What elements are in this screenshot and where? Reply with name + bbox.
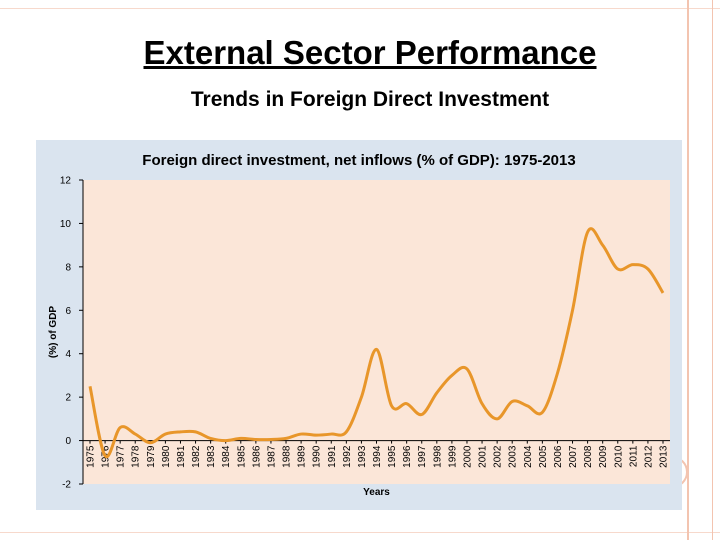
slide-subtitle: Trends in Foreign Direct Investment bbox=[190, 88, 550, 111]
x-tick-label: 1975 bbox=[86, 445, 97, 468]
x-tick-label: 1987 bbox=[266, 445, 277, 468]
x-tick-label: 1991 bbox=[327, 445, 338, 468]
x-tick-label: 1994 bbox=[372, 445, 383, 468]
y-tick-label: 12 bbox=[60, 176, 72, 187]
x-tick-label: 1990 bbox=[312, 445, 323, 468]
x-tick-label: 1998 bbox=[432, 445, 443, 468]
x-tick-label: 1983 bbox=[206, 445, 217, 468]
x-tick-label: 1988 bbox=[282, 445, 293, 468]
y-tick-label: 0 bbox=[65, 436, 71, 447]
y-tick-label: 10 bbox=[60, 219, 72, 230]
x-tick-label: 1980 bbox=[161, 445, 172, 468]
x-axis-label: Years bbox=[363, 487, 390, 498]
y-tick-label: 6 bbox=[65, 306, 71, 317]
y-ticks: -2 0 2 4 6 8 10 12 bbox=[60, 176, 83, 491]
x-tick-label: 2000 bbox=[462, 445, 473, 468]
x-tick-label: 1982 bbox=[191, 445, 202, 468]
x-tick-label: 2007 bbox=[568, 445, 579, 468]
chart-title: Foreign direct investment, net inflows (… bbox=[142, 152, 575, 169]
x-tick-label: 1979 bbox=[146, 445, 157, 468]
x-tick-label: 2011 bbox=[628, 445, 639, 467]
x-tick-label: 1981 bbox=[176, 445, 187, 468]
x-tick-label: 1996 bbox=[402, 445, 413, 468]
x-tick-label: 2006 bbox=[553, 445, 564, 468]
x-tick-label: 1978 bbox=[131, 445, 142, 468]
slide-title: External Sector Performance bbox=[143, 34, 597, 71]
x-tick-label: 2013 bbox=[659, 445, 670, 468]
y-tick-label: 2 bbox=[65, 393, 71, 404]
fdi-series-line bbox=[88, 227, 665, 459]
decorative-line-top bbox=[0, 8, 720, 9]
y-tick-label: 8 bbox=[65, 262, 71, 273]
x-tick-label: 1995 bbox=[387, 445, 398, 468]
decorative-line-right bbox=[687, 0, 689, 540]
y-axis-label: (%) of GDP bbox=[48, 306, 59, 359]
x-tick-label: 1977 bbox=[116, 445, 127, 468]
decorative-line-bottom bbox=[0, 532, 720, 533]
x-tick-label: 2012 bbox=[643, 445, 654, 468]
x-tick-label: 2002 bbox=[493, 445, 504, 468]
x-tick-label: 1986 bbox=[251, 445, 262, 468]
x-tick-label: 2009 bbox=[598, 445, 609, 468]
fdi-line-chart: Foreign direct investment, net inflows (… bbox=[48, 152, 670, 498]
x-tick-label: 1984 bbox=[221, 445, 232, 468]
y-tick-label: -2 bbox=[62, 480, 71, 491]
x-tick-label: 2003 bbox=[508, 445, 519, 468]
plot-area bbox=[83, 180, 670, 484]
x-tick-label: 1985 bbox=[236, 445, 247, 468]
x-tick-label: 2010 bbox=[613, 445, 624, 468]
x-tick-label: 2008 bbox=[583, 445, 594, 468]
x-tick-label: 2004 bbox=[523, 445, 534, 468]
x-tick-label: 1992 bbox=[342, 445, 353, 468]
x-tick-label: 2001 bbox=[478, 445, 489, 468]
x-tick-label: 1997 bbox=[417, 445, 428, 468]
x-ticks: 1975 1976 1977 1978 1979 1980 1981 1982 1983 1984… bbox=[86, 440, 670, 468]
x-tick-label: 1993 bbox=[357, 445, 368, 468]
x-tick-label: 1989 bbox=[297, 445, 308, 468]
decorative-line-right-thin bbox=[712, 0, 713, 540]
x-tick-label: 1999 bbox=[447, 445, 458, 468]
x-tick-label: 2005 bbox=[538, 445, 549, 468]
y-tick-label: 4 bbox=[65, 349, 71, 360]
